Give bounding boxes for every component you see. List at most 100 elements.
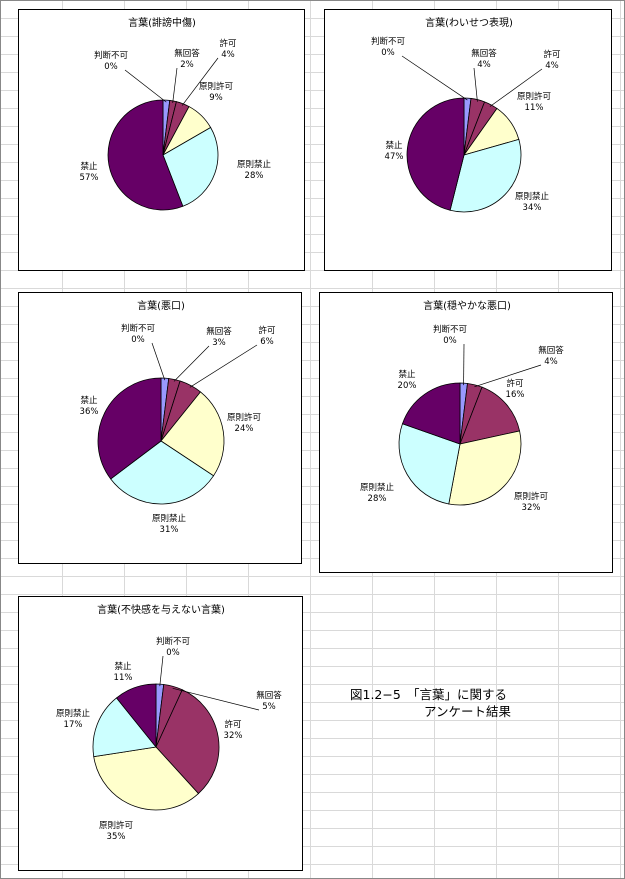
slice-label-name: 禁止 bbox=[80, 161, 98, 172]
slice-label-percent: 32% bbox=[224, 731, 243, 741]
slice-label-percent: 34% bbox=[523, 203, 542, 213]
pie-slice-3 bbox=[448, 430, 522, 506]
slice-label-percent: 4% bbox=[544, 357, 558, 367]
slice-label-percent: 28% bbox=[368, 494, 387, 504]
slice-label-name: 禁止 bbox=[114, 661, 132, 672]
slice-label-percent: 31% bbox=[160, 525, 179, 535]
chart-title: 言葉(不快感を与えない言葉) bbox=[97, 603, 225, 616]
leader-line bbox=[474, 364, 542, 388]
figure-caption: 図1.2−5 「言葉」に関する アンケート結果 bbox=[350, 686, 511, 720]
leader-line bbox=[489, 68, 543, 107]
slice-label-percent: 0% bbox=[104, 62, 118, 72]
slice-label-percent: 0% bbox=[131, 335, 145, 345]
pie-slice-5 bbox=[115, 683, 157, 749]
slice-label-percent: 0% bbox=[381, 48, 395, 58]
slice-label-name: 許可 bbox=[506, 378, 524, 389]
slice-label-name: 許可 bbox=[258, 325, 276, 336]
slice-label-percent: 57% bbox=[80, 173, 99, 183]
pie-slice-5 bbox=[401, 382, 461, 445]
slice-label-name: 許可 bbox=[543, 49, 561, 60]
leader-line bbox=[473, 67, 478, 102]
slice-label-percent: 36% bbox=[80, 407, 99, 417]
slice-label-name: 禁止 bbox=[398, 369, 416, 380]
leader-line bbox=[189, 344, 258, 388]
slice-label-name: 原則許可 bbox=[517, 91, 552, 102]
slice-label-name: 無回答 bbox=[206, 326, 232, 337]
slice-label-name: 判断不可 bbox=[433, 324, 468, 335]
pie-chart-obscene: 言葉(わいせつ表現) 判断不可 0% 無回答 4% 許可 4% 原則許可 11% 原則禁止 34%… bbox=[324, 9, 612, 271]
slice-label-percent: 24% bbox=[235, 424, 254, 434]
chart-title: 言葉(悪口) bbox=[137, 299, 185, 312]
pie-chart-mild-insult: 言葉(穏やかな悪口) 判断不可 0% 無回答 4% 許可 16% 原則許可 32% 原則禁止 28… bbox=[319, 292, 613, 573]
slice-label-percent: 9% bbox=[209, 93, 223, 103]
slice-label-name: 無回答 bbox=[471, 48, 497, 59]
slice-label-name: 原則禁止 bbox=[515, 191, 550, 202]
leader-line bbox=[151, 342, 166, 381]
pie-slice-4 bbox=[449, 138, 522, 213]
leader-line bbox=[124, 69, 167, 103]
slice-label-percent: 0% bbox=[166, 648, 180, 658]
slice-label-name: 無回答 bbox=[174, 48, 200, 59]
chart-title: 言葉(穏やかな悪口) bbox=[423, 299, 511, 312]
pie-slice-4 bbox=[162, 126, 219, 207]
slice-label-name: 許可 bbox=[224, 719, 242, 730]
chart-title: 言葉(誹謗中傷) bbox=[128, 16, 196, 29]
leader-line bbox=[172, 687, 260, 711]
pie-slice-2 bbox=[155, 689, 220, 795]
slice-label-name: 原則禁止 bbox=[237, 159, 272, 170]
slice-label-percent: 28% bbox=[245, 171, 264, 181]
slice-label-name: 禁止 bbox=[385, 140, 403, 151]
pie-slice-4 bbox=[398, 423, 461, 505]
slice-label-percent: 5% bbox=[262, 702, 276, 712]
slice-label-percent: 6% bbox=[260, 337, 274, 347]
pie-slice-4 bbox=[92, 697, 157, 758]
pie-slice-5 bbox=[406, 97, 465, 211]
slice-label-name: 禁止 bbox=[80, 395, 98, 406]
pie-slice-4 bbox=[110, 440, 215, 505]
slice-label-name: 原則許可 bbox=[99, 820, 134, 831]
slice-label-name: 原則禁止 bbox=[360, 482, 395, 493]
leader-line bbox=[181, 57, 219, 106]
slice-label-percent: 11% bbox=[525, 103, 544, 113]
slice-label-name: 原則許可 bbox=[199, 81, 234, 92]
slice-label-name: 無回答 bbox=[256, 690, 282, 701]
leader-line bbox=[173, 345, 210, 382]
leader-line bbox=[159, 655, 164, 687]
leader-line bbox=[172, 67, 178, 103]
pie-slice-3 bbox=[93, 746, 200, 811]
slice-label-percent: 4% bbox=[221, 50, 235, 60]
pie-slice-5 bbox=[97, 377, 162, 480]
slice-label-percent: 4% bbox=[477, 60, 491, 70]
pie-slice-2 bbox=[459, 386, 521, 445]
slice-label-name: 原則禁止 bbox=[56, 708, 91, 719]
pie-chart-insult: 言葉(悪口) 判断不可 0% 無回答 3% 許可 6% 原則許可 24% 原則禁止 31% 禁止 36… bbox=[18, 292, 302, 564]
slice-label-name: 原則許可 bbox=[514, 491, 549, 502]
slice-label-percent: 11% bbox=[114, 673, 133, 683]
pie-slice-3 bbox=[160, 391, 225, 477]
slice-label-percent: 20% bbox=[398, 381, 417, 391]
slice-label-percent: 16% bbox=[506, 390, 525, 400]
pie-slice-5 bbox=[107, 99, 184, 211]
leader-line bbox=[401, 55, 468, 101]
slice-label-percent: 35% bbox=[107, 832, 126, 842]
chart-title: 言葉(わいせつ表現) bbox=[425, 16, 513, 29]
slice-label-name: 判断不可 bbox=[121, 323, 156, 334]
slice-label-percent: 0% bbox=[443, 336, 457, 346]
slice-label-percent: 32% bbox=[522, 503, 541, 513]
slice-label-name: 無回答 bbox=[538, 345, 564, 356]
slice-label-name: 判断不可 bbox=[94, 50, 129, 61]
slice-label-percent: 2% bbox=[180, 60, 194, 70]
slice-label-percent: 17% bbox=[64, 720, 83, 730]
pie-chart-slander: 言葉(誹謗中傷) 判断不可 0% 無回答 2% 許可 4% 原則許可 9% 原則禁止 28% 禁止 5… bbox=[18, 9, 305, 271]
slice-label-name: 原則許可 bbox=[227, 412, 262, 423]
caption-line-1: 図1.2−5 「言葉」に関する bbox=[350, 687, 508, 702]
caption-line-2: アンケート結果 bbox=[424, 704, 512, 719]
slice-label-name: 判断不可 bbox=[371, 36, 406, 47]
slice-label-percent: 3% bbox=[212, 338, 226, 348]
slice-label-name: 原則禁止 bbox=[152, 513, 187, 524]
